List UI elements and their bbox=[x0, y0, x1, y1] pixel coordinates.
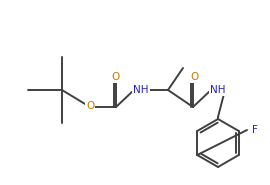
Text: NH: NH bbox=[210, 85, 226, 95]
Text: O: O bbox=[190, 72, 198, 82]
Text: NH: NH bbox=[133, 85, 149, 95]
Text: F: F bbox=[252, 125, 258, 135]
Text: O: O bbox=[111, 72, 119, 82]
Text: O: O bbox=[86, 101, 94, 111]
